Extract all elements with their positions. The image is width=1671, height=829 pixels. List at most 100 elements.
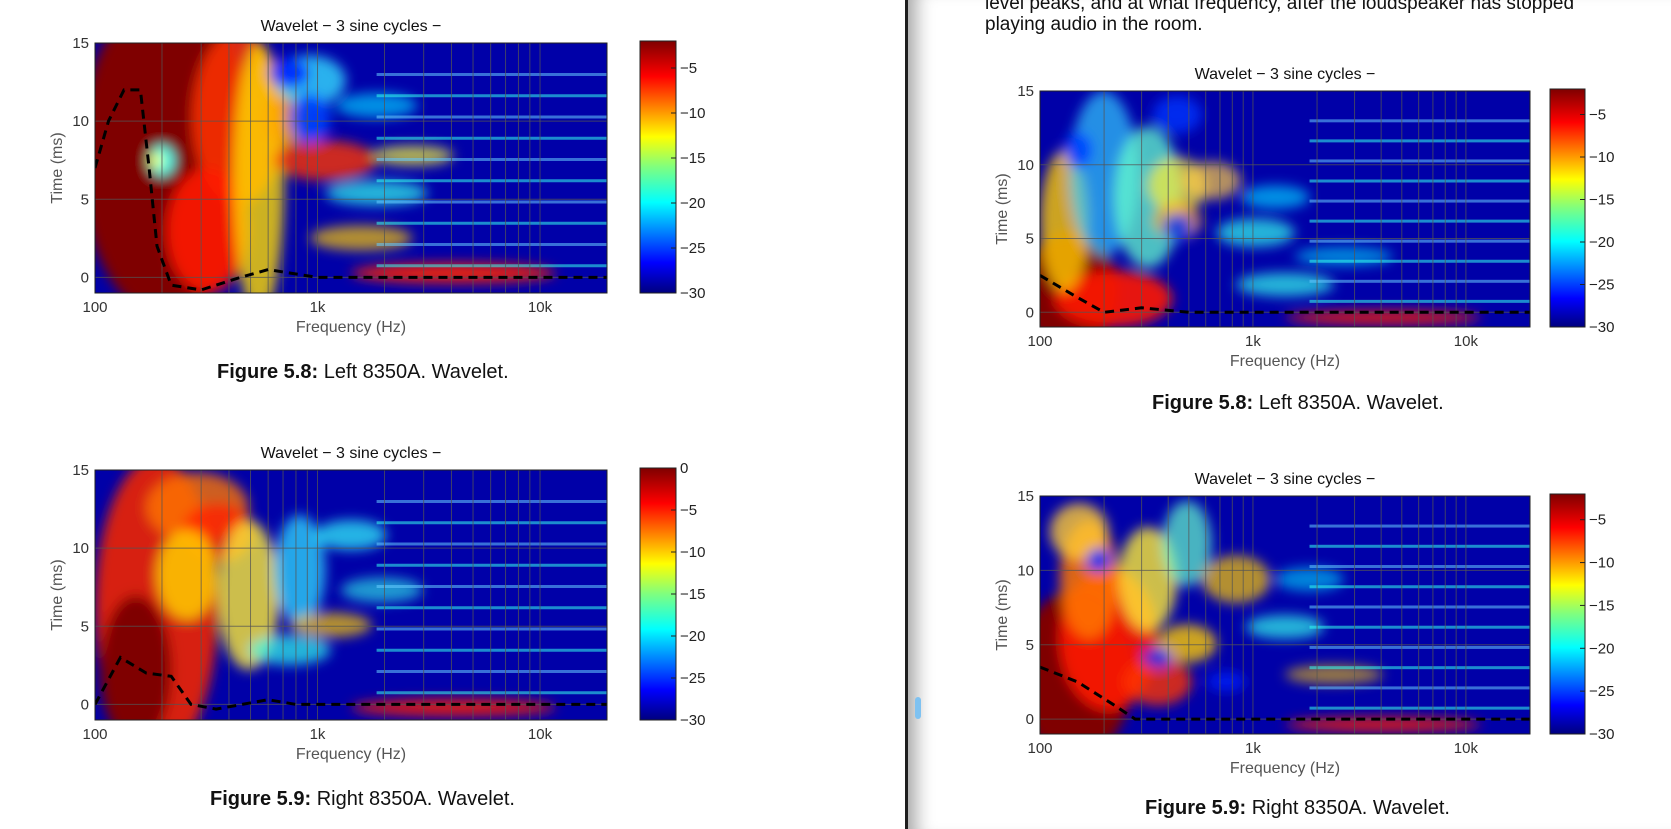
colorbar-tick-label: −15 [1589, 597, 1614, 614]
plot-frame [94, 469, 608, 721]
heatmap-region [1049, 503, 1109, 561]
chart-title: Wavelet − 3 sine cycles − [1195, 471, 1376, 488]
figure-caption-left-top: Figure 5.8: Left 8350A. Wavelet. [217, 361, 509, 384]
heatmap-region [1142, 648, 1173, 668]
colorbar-tick-label: −5 [680, 502, 697, 519]
x-axis-label: Frequency (Hz) [296, 319, 406, 336]
split-divider[interactable] [905, 0, 908, 829]
wavelet-chart-1: Wavelet − 3 sine cycles −100 1k 10kFrequen… [49, 445, 705, 763]
heatmap-region [156, 530, 218, 620]
y-tick-label: 5 [81, 618, 89, 635]
x-tick-label: 100 [82, 726, 107, 743]
heatmap-streak [1309, 219, 1530, 223]
x-axis-label: Frequency (Hz) [296, 746, 406, 763]
figure-text: Left 8350A. Wavelet. [323, 361, 509, 383]
figure-number: Figure 5.9: [1145, 797, 1247, 819]
heatmap-streak [1309, 179, 1530, 183]
x-tick-label: 10k [528, 299, 553, 316]
colorbar-tick-label: −30 [1589, 726, 1614, 743]
colorbar-tick-label: −15 [1589, 192, 1614, 209]
heatmap-streak [1309, 139, 1530, 143]
y-tick-label: 0 [1026, 304, 1034, 321]
plot-frame [1039, 495, 1531, 735]
heatmap-region [1285, 310, 1481, 325]
colorbar-tick-label: −5 [680, 60, 697, 77]
y-axis-label: Time (ms) [49, 559, 66, 630]
y-axis-label: Time (ms) [994, 173, 1011, 244]
colorbar-tick-label: −20 [1589, 234, 1614, 251]
y-tick-label: 5 [1026, 637, 1034, 654]
heatmap-streak [376, 221, 607, 225]
heatmap-streak [376, 521, 607, 525]
heatmap-region [1206, 672, 1246, 692]
decay-dashed-line [1040, 274, 1530, 314]
colorbar-tick-label: −5 [1589, 512, 1606, 529]
body-text-line-1: level peaks, and at what frequency, afte… [985, 0, 1575, 14]
colorbar [1549, 493, 1586, 735]
heatmap-region [1123, 657, 1192, 706]
y-tick-label: 10 [1017, 562, 1034, 579]
heatmap-region [340, 577, 423, 603]
wavelet-chart-2: Wavelet − 3 sine cycles −100 1k 10kFrequen… [994, 66, 1614, 370]
heatmap-region [1236, 272, 1334, 297]
wavelet-figure-left-bottom: Wavelet − 3 sine cycles −100 1k 10k Frequen… [40, 437, 721, 777]
heatmap-streak [376, 627, 607, 631]
heatmap-streak [1309, 645, 1530, 649]
figure-number: Figure 5.8: [217, 361, 319, 383]
heatmap-streak [376, 691, 607, 695]
chart-title: Wavelet − 3 sine cycles − [261, 18, 442, 35]
wavelet-figure-right-top: Wavelet − 3 sine cycles −100 1k 10k Frequen… [985, 58, 1630, 384]
y-axis-label: Time (ms) [994, 579, 1011, 650]
y-tick-label: 5 [1026, 231, 1034, 248]
colorbar-tick-label: −30 [1589, 319, 1614, 336]
y-tick-label: 0 [1026, 711, 1034, 728]
x-tick-label: 1k [310, 726, 326, 743]
heatmap-region [217, 520, 280, 670]
heatmap-streak [376, 115, 607, 119]
heatmap-region [1157, 624, 1217, 663]
heatmap-region [371, 145, 454, 166]
heatmap-streak [376, 542, 607, 546]
colorbar-tick-label: −10 [680, 105, 705, 122]
colorbar-tick-label: 0 [680, 460, 688, 477]
colorbar-tick-label: −10 [1589, 149, 1614, 166]
colorbar-tick-label: −20 [680, 628, 705, 645]
heatmap-streak [1309, 706, 1530, 710]
heatmap-region [1162, 500, 1212, 587]
x-tick-label: 100 [1027, 333, 1052, 350]
x-tick-label: 10k [1454, 740, 1479, 757]
colorbar-tick-label: −30 [680, 712, 705, 729]
colorbar-tick-label: −20 [1589, 640, 1614, 657]
y-tick-label: 15 [72, 35, 89, 52]
colorbar [639, 40, 677, 294]
y-tick-label: 10 [72, 113, 89, 130]
heatmap-region [248, 635, 331, 665]
heatmap-streak [1309, 239, 1530, 243]
heatmap-streak [376, 136, 607, 140]
heatmap-region [150, 153, 163, 168]
heatmap-streak [1309, 585, 1530, 589]
colorbar-tick-label: −15 [680, 150, 705, 167]
y-tick-label: 10 [72, 540, 89, 557]
heatmap [95, 43, 607, 293]
x-axis-label: Frequency (Hz) [1230, 353, 1340, 370]
colorbar [639, 467, 677, 721]
y-tick-label: 10 [1017, 157, 1034, 174]
heatmap-region [1285, 664, 1383, 685]
figure-number: Figure 5.8: [1152, 392, 1254, 414]
wavelet-figure-right-bottom: Wavelet − 3 sine cycles −100 1k 10k Frequen… [985, 463, 1630, 791]
decay-dashed-line [1040, 665, 1530, 721]
heatmap-region [1086, 548, 1112, 573]
heatmap-streak [1309, 199, 1530, 203]
heatmap-streak [1309, 544, 1530, 548]
heatmap-region [1201, 555, 1271, 604]
heatmap-region [335, 93, 418, 118]
x-axis-label: Frequency (Hz) [1230, 760, 1340, 777]
heatmap-region [351, 698, 556, 717]
x-tick-label: 1k [1245, 333, 1261, 350]
heatmap-region [274, 515, 326, 625]
figure-caption-left-bottom: Figure 5.9: Right 8350A. Wavelet. [210, 788, 515, 811]
heatmap-streak [1309, 279, 1530, 283]
scrollbar-thumb[interactable] [915, 697, 921, 719]
heatmap-streak [376, 648, 607, 652]
